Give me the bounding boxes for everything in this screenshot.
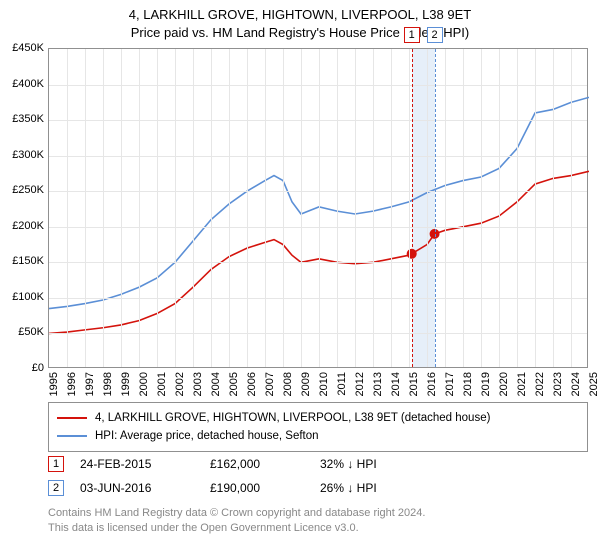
chart-title: 4, LARKHILL GROVE, HIGHTOWN, LIVERPOOL, … xyxy=(0,0,600,42)
y-axis-label: £100K xyxy=(0,291,44,303)
legend-item: HPI: Average price, detached house, Seft… xyxy=(57,427,579,445)
title-line-2: Price paid vs. HM Land Registry's House … xyxy=(0,24,600,42)
y-axis-label: £350K xyxy=(0,113,44,125)
x-axis-label: 1999 xyxy=(120,372,132,396)
y-axis-label: £200K xyxy=(0,220,44,232)
x-axis-label: 2020 xyxy=(498,372,510,396)
transaction-row: 1 24-FEB-2015 £162,000 32% ↓ HPI xyxy=(48,452,588,476)
footnote-line: This data is licensed under the Open Gov… xyxy=(48,521,588,536)
x-axis-label: 2002 xyxy=(174,372,186,396)
x-axis-label: 1996 xyxy=(66,372,78,396)
x-axis-label: 1998 xyxy=(102,372,114,396)
transaction-rows: 1 24-FEB-2015 £162,000 32% ↓ HPI 2 03-JU… xyxy=(48,452,588,500)
x-axis-label: 2010 xyxy=(318,372,330,396)
legend-swatch xyxy=(57,435,87,437)
x-axis-label: 2025 xyxy=(588,372,600,396)
x-axis-label: 2015 xyxy=(408,372,420,396)
legend-item: 4, LARKHILL GROVE, HIGHTOWN, LIVERPOOL, … xyxy=(57,409,579,427)
x-axis-label: 2009 xyxy=(300,372,312,396)
y-axis-label: £0 xyxy=(0,362,44,374)
chart-marker-box: 2 xyxy=(427,27,443,43)
x-axis-label: 2024 xyxy=(570,372,582,396)
chart-marker-box: 1 xyxy=(404,27,420,43)
plot-region: 12 xyxy=(48,48,588,368)
txn-price: £190,000 xyxy=(210,481,320,495)
x-axis-label: 2007 xyxy=(264,372,276,396)
x-axis-label: 1997 xyxy=(84,372,96,396)
y-axis-label: £150K xyxy=(0,255,44,267)
marker-box-2: 2 xyxy=(48,480,64,496)
x-axis-label: 2011 xyxy=(336,372,348,396)
chart-container: 4, LARKHILL GROVE, HIGHTOWN, LIVERPOOL, … xyxy=(0,0,600,560)
x-axis-label: 2019 xyxy=(480,372,492,396)
x-axis-label: 2006 xyxy=(246,372,258,396)
txn-delta: 26% ↓ HPI xyxy=(320,481,440,495)
x-axis-label: 2014 xyxy=(390,372,402,396)
x-axis-label: 2003 xyxy=(192,372,204,396)
txn-price: £162,000 xyxy=(210,457,320,471)
x-axis-label: 2016 xyxy=(426,372,438,396)
txn-delta: 32% ↓ HPI xyxy=(320,457,440,471)
footnote-line: Contains HM Land Registry data © Crown c… xyxy=(48,506,588,521)
y-axis-label: £300K xyxy=(0,149,44,161)
legend-label: HPI: Average price, detached house, Seft… xyxy=(95,430,319,442)
x-axis-label: 2008 xyxy=(282,372,294,396)
transaction-row: 2 03-JUN-2016 £190,000 26% ↓ HPI xyxy=(48,476,588,500)
legend-label: 4, LARKHILL GROVE, HIGHTOWN, LIVERPOOL, … xyxy=(95,412,490,424)
x-axis-label: 2018 xyxy=(462,372,474,396)
x-axis-label: 2017 xyxy=(444,372,456,396)
legend: 4, LARKHILL GROVE, HIGHTOWN, LIVERPOOL, … xyxy=(48,402,588,452)
footnote: Contains HM Land Registry data © Crown c… xyxy=(48,506,588,536)
x-axis-label: 2022 xyxy=(534,372,546,396)
x-axis-label: 2005 xyxy=(228,372,240,396)
chart-area: 12 £0 £50K £100K £150K £200K £250K £300K £350K £… xyxy=(0,48,600,396)
y-axis-label: £400K xyxy=(0,78,44,90)
x-axis-label: 2001 xyxy=(156,372,168,396)
txn-date: 03-JUN-2016 xyxy=(80,481,210,495)
title-line-1: 4, LARKHILL GROVE, HIGHTOWN, LIVERPOOL, … xyxy=(0,6,600,24)
y-axis-label: £250K xyxy=(0,184,44,196)
marker-box-1: 1 xyxy=(48,456,64,472)
x-axis-label: 2021 xyxy=(516,372,528,396)
x-axis-label: 2004 xyxy=(210,372,222,396)
x-axis-label: 2012 xyxy=(354,372,366,396)
y-axis-label: £50K xyxy=(0,326,44,338)
legend-swatch xyxy=(57,417,87,419)
txn-date: 24-FEB-2015 xyxy=(80,457,210,471)
x-axis-label: 2000 xyxy=(138,372,150,396)
x-axis-label: 2013 xyxy=(372,372,384,396)
x-axis-label: 2023 xyxy=(552,372,564,396)
x-axis-label: 1995 xyxy=(48,372,60,396)
y-axis-label: £450K xyxy=(0,42,44,54)
